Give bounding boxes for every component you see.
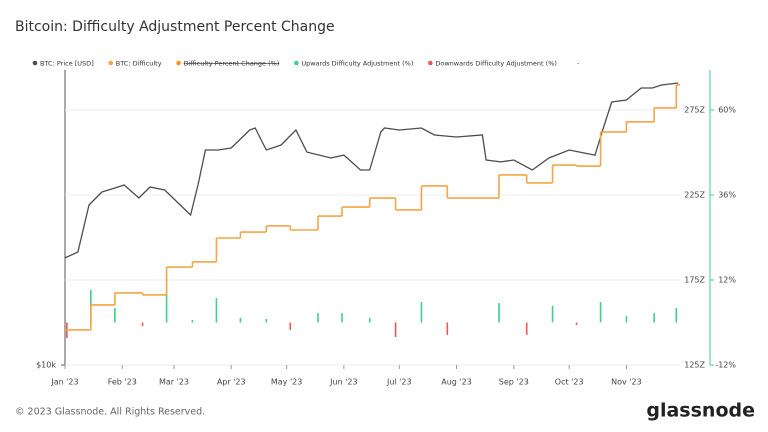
bar (215, 298, 218, 323)
legend-marker (294, 60, 299, 66)
legend-more: - (577, 60, 580, 68)
x-tick-label: Jun '23 (329, 378, 357, 387)
bar (368, 317, 371, 323)
bar (446, 322, 449, 335)
bar (289, 322, 292, 330)
bar (575, 322, 578, 325)
y2-tick-label: 125Z (684, 361, 705, 370)
brand-logo: glassnode (646, 400, 755, 422)
bar (551, 305, 554, 323)
y3-tick-label: 12% (718, 276, 736, 285)
bar (653, 312, 655, 323)
y3-tick-label: -12% (715, 361, 736, 370)
y2-tick-label: 275Z (684, 105, 705, 114)
bar (420, 301, 423, 323)
legend-label: Downwards Difficulty Adjustment (%) (435, 60, 557, 68)
bar (675, 307, 678, 323)
legend-label: Upwards Difficulty Adjustment (%) (301, 60, 413, 68)
bar (317, 312, 319, 323)
legend-marker (176, 60, 181, 66)
legend-label: BTC: Difficulty (116, 60, 162, 68)
bar (165, 292, 168, 323)
y-tick-label: $10k (36, 361, 56, 370)
bar (599, 301, 602, 323)
legend-marker (428, 60, 433, 66)
x-tick-label: May '23 (271, 378, 302, 387)
bar (525, 322, 528, 335)
x-tick-label: Jul '23 (386, 378, 412, 387)
legend-label: Difficulty Percent Change (%) (184, 60, 280, 68)
bar (239, 317, 242, 323)
footer: © 2023 Glassnode. All Rights Reserved. (15, 407, 205, 418)
x-tick-label: Sep '23 (499, 378, 529, 387)
x-tick-label: Nov '23 (611, 378, 642, 387)
x-tick-label: Apr '23 (217, 378, 246, 387)
legend-label: BTC: Price [USD] (40, 60, 94, 68)
y2-tick-label: 175Z (684, 275, 705, 284)
price-line (64, 82, 679, 259)
bar (625, 316, 628, 323)
bar (114, 307, 116, 323)
chart-title: Bitcoin: Difficulty Adjustment Percent C… (15, 19, 335, 35)
x-tick-label: Jan '23 (50, 378, 78, 387)
bar (265, 318, 268, 323)
legend-marker (32, 60, 38, 66)
x-tick-label: Feb '23 (108, 378, 137, 387)
bar (191, 320, 194, 323)
legend-marker (108, 60, 114, 66)
bar (498, 303, 500, 323)
bar (341, 312, 343, 323)
x-tick-label: Aug '23 (441, 378, 472, 387)
y3-tick-label: 60% (718, 106, 736, 115)
y3-tick-label: 36% (718, 191, 736, 200)
x-tick-label: Oct '23 (555, 378, 584, 387)
x-tick-label: Mar '23 (159, 378, 189, 387)
bar (141, 322, 144, 327)
y2-tick-label: 225Z (684, 190, 705, 199)
bar (394, 322, 397, 338)
